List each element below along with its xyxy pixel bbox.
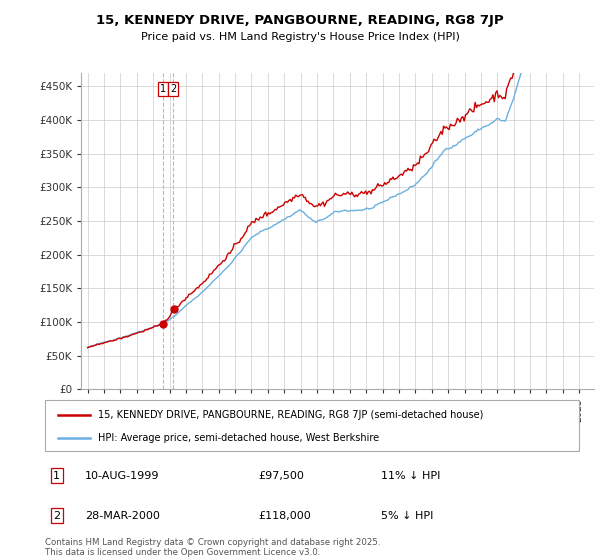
Text: 5% ↓ HPI: 5% ↓ HPI (382, 511, 434, 520)
Text: 2: 2 (53, 511, 61, 520)
Text: £118,000: £118,000 (259, 511, 311, 520)
Text: 1: 1 (160, 84, 166, 94)
Text: 15, KENNEDY DRIVE, PANGBOURNE, READING, RG8 7JP (semi-detached house): 15, KENNEDY DRIVE, PANGBOURNE, READING, … (98, 409, 484, 419)
FancyBboxPatch shape (45, 400, 579, 451)
Text: HPI: Average price, semi-detached house, West Berkshire: HPI: Average price, semi-detached house,… (98, 433, 380, 443)
Text: £97,500: £97,500 (259, 471, 304, 480)
Text: 10-AUG-1999: 10-AUG-1999 (85, 471, 160, 480)
Text: 15, KENNEDY DRIVE, PANGBOURNE, READING, RG8 7JP: 15, KENNEDY DRIVE, PANGBOURNE, READING, … (96, 14, 504, 27)
Text: 1: 1 (53, 471, 60, 480)
Text: Contains HM Land Registry data © Crown copyright and database right 2025.
This d: Contains HM Land Registry data © Crown c… (45, 538, 380, 557)
Text: 2: 2 (170, 84, 176, 94)
Text: 11% ↓ HPI: 11% ↓ HPI (382, 471, 441, 480)
Text: Price paid vs. HM Land Registry's House Price Index (HPI): Price paid vs. HM Land Registry's House … (140, 32, 460, 43)
Text: 28-MAR-2000: 28-MAR-2000 (85, 511, 160, 520)
